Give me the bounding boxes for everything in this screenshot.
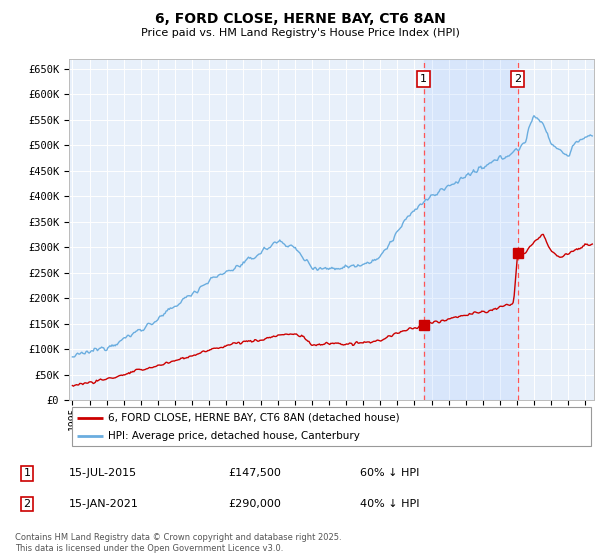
Text: £147,500: £147,500	[228, 468, 281, 478]
FancyBboxPatch shape	[71, 407, 592, 446]
Text: £290,000: £290,000	[228, 499, 281, 509]
Text: 6, FORD CLOSE, HERNE BAY, CT6 8AN (detached house): 6, FORD CLOSE, HERNE BAY, CT6 8AN (detac…	[109, 413, 400, 423]
Text: 2: 2	[23, 499, 31, 509]
Text: 60% ↓ HPI: 60% ↓ HPI	[360, 468, 419, 478]
Text: 1: 1	[420, 74, 427, 84]
Text: HPI: Average price, detached house, Canterbury: HPI: Average price, detached house, Cant…	[109, 431, 360, 441]
Text: 40% ↓ HPI: 40% ↓ HPI	[360, 499, 419, 509]
Text: Price paid vs. HM Land Registry's House Price Index (HPI): Price paid vs. HM Land Registry's House …	[140, 28, 460, 38]
Bar	[424, 59, 518, 400]
Text: 1: 1	[23, 468, 31, 478]
Text: 15-JAN-2021: 15-JAN-2021	[69, 499, 139, 509]
Text: 2: 2	[514, 74, 521, 84]
Text: 6, FORD CLOSE, HERNE BAY, CT6 8AN: 6, FORD CLOSE, HERNE BAY, CT6 8AN	[155, 12, 445, 26]
Text: Contains HM Land Registry data © Crown copyright and database right 2025.
This d: Contains HM Land Registry data © Crown c…	[15, 533, 341, 553]
Text: 15-JUL-2015: 15-JUL-2015	[69, 468, 137, 478]
